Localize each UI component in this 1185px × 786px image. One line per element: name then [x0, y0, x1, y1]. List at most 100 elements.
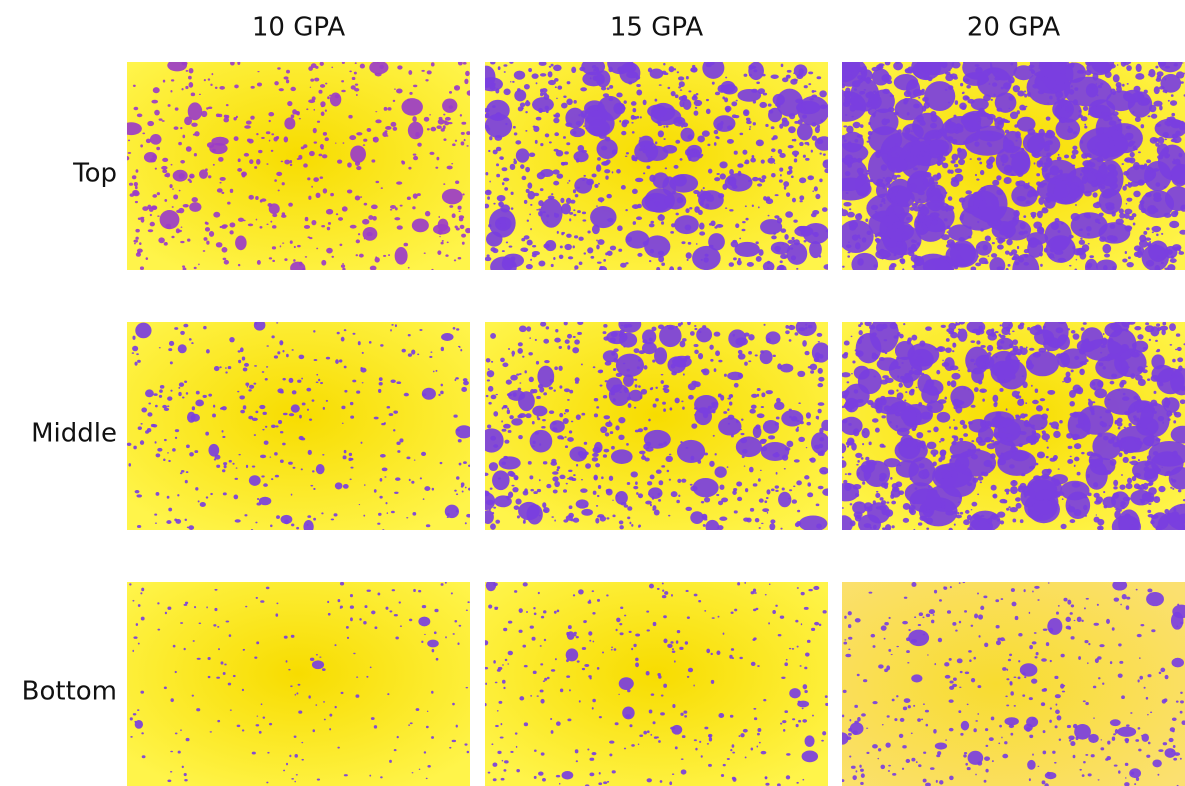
droplet	[1014, 124, 1018, 128]
droplet	[1065, 106, 1071, 112]
droplet	[1042, 316, 1068, 348]
droplet	[600, 516, 606, 522]
droplet	[246, 465, 248, 468]
droplet	[733, 334, 735, 337]
droplet	[727, 466, 729, 468]
droplet	[738, 373, 743, 378]
droplet	[491, 361, 493, 363]
droplet	[675, 140, 680, 144]
droplet	[312, 399, 315, 401]
droplet	[715, 92, 720, 96]
droplet	[307, 177, 310, 180]
droplet	[913, 428, 916, 430]
droplet	[335, 706, 337, 708]
droplet	[1069, 401, 1074, 407]
droplet	[577, 660, 580, 662]
droplet	[347, 189, 352, 193]
droplet	[532, 245, 536, 247]
droplet	[1074, 172, 1076, 174]
droplet	[806, 422, 810, 426]
droplet	[180, 160, 185, 164]
droplet	[1147, 674, 1151, 677]
droplet	[1015, 131, 1021, 138]
droplet	[913, 370, 922, 375]
droplet	[644, 365, 648, 369]
droplet	[422, 393, 426, 396]
droplet	[592, 174, 597, 178]
droplet	[534, 613, 537, 616]
droplet	[185, 519, 188, 521]
droplet	[712, 82, 715, 85]
droplet	[772, 610, 776, 614]
droplet	[371, 717, 375, 720]
droplet	[1088, 113, 1090, 115]
droplet	[686, 252, 692, 259]
droplet	[484, 667, 488, 670]
droplet	[761, 160, 765, 164]
droplet	[690, 331, 695, 336]
droplet	[654, 510, 660, 516]
droplet	[759, 742, 761, 744]
droplet	[565, 339, 570, 343]
droplet	[638, 428, 643, 432]
droplet	[291, 778, 294, 780]
droplet	[210, 731, 212, 732]
droplet	[749, 409, 755, 414]
droplet	[1010, 63, 1013, 66]
droplet	[1147, 378, 1150, 381]
droplet	[643, 731, 647, 735]
droplet	[1146, 366, 1148, 368]
droplet	[678, 495, 680, 498]
droplet	[770, 519, 775, 523]
droplet	[768, 215, 770, 217]
droplet	[1096, 514, 1097, 515]
droplet	[356, 254, 358, 256]
droplet	[490, 333, 496, 339]
droplet	[1071, 369, 1074, 372]
droplet	[610, 431, 613, 434]
droplet	[953, 419, 955, 421]
droplet	[564, 388, 570, 392]
droplet	[687, 134, 692, 139]
droplet	[663, 408, 666, 412]
droplet	[536, 82, 538, 84]
droplet	[710, 653, 712, 655]
droplet	[514, 71, 525, 80]
droplet	[297, 245, 301, 247]
droplet	[274, 452, 278, 455]
droplet	[540, 92, 543, 96]
droplet	[664, 72, 669, 75]
droplet	[849, 226, 856, 231]
droplet	[252, 465, 255, 467]
droplet	[586, 180, 593, 185]
droplet	[1041, 474, 1049, 480]
droplet	[282, 243, 284, 244]
droplet	[1153, 451, 1158, 455]
droplet	[1126, 126, 1131, 130]
droplet	[617, 378, 619, 379]
droplet	[758, 478, 761, 482]
droplet	[182, 396, 185, 398]
droplet	[781, 410, 803, 426]
droplet	[609, 384, 630, 406]
droplet	[140, 440, 144, 445]
droplet	[278, 420, 282, 424]
droplet	[1109, 120, 1117, 125]
droplet	[340, 582, 344, 586]
droplet	[916, 432, 923, 438]
droplet	[189, 82, 194, 88]
droplet	[458, 60, 463, 65]
droplet	[582, 647, 586, 650]
droplet	[1021, 473, 1026, 476]
droplet	[963, 433, 968, 437]
droplet	[189, 68, 194, 74]
droplet	[1099, 236, 1106, 242]
droplet	[788, 126, 796, 133]
droplet	[700, 194, 705, 202]
droplet	[461, 486, 464, 488]
droplet	[678, 76, 684, 80]
droplet	[1174, 412, 1181, 418]
droplet	[692, 150, 696, 153]
droplet	[704, 727, 708, 730]
droplet	[886, 401, 916, 432]
